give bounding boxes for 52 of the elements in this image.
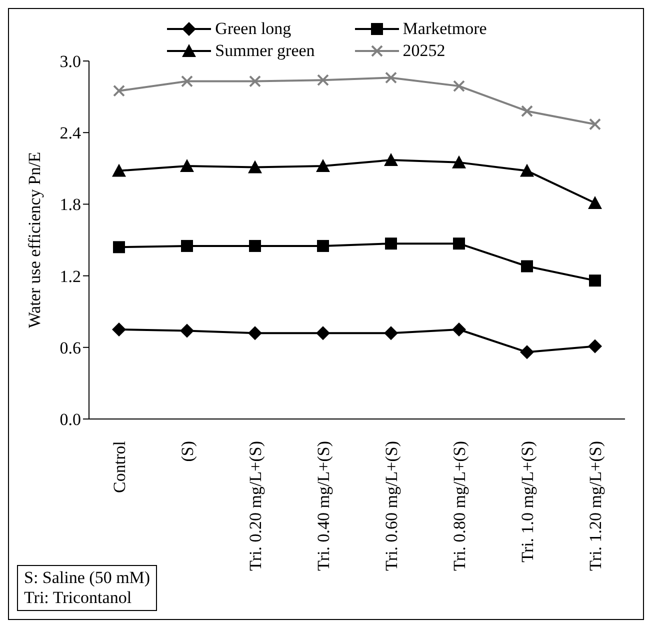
- point: [112, 164, 126, 177]
- point: [452, 322, 466, 336]
- point: [588, 339, 602, 354]
- point: [452, 155, 466, 168]
- legend-label: Marketmore: [402, 19, 487, 39]
- point: [317, 240, 329, 252]
- point: [249, 240, 261, 252]
- point: [589, 274, 601, 287]
- point: [181, 75, 193, 88]
- x-tick-label: Tri. 0.80 mg/L+(S): [450, 441, 469, 571]
- note-box: S: Saline (50 mM) Tri: Tricontanol: [17, 565, 158, 611]
- y-axis-title: Water use efficiency Pn/E: [25, 152, 44, 328]
- y-tick-label: 0.0: [60, 410, 81, 430]
- point: [112, 322, 126, 336]
- x-tick-label: Control: [110, 440, 129, 493]
- y-tick-label: 1.8: [60, 195, 81, 214]
- x-tick-label: Tri. 1.20 mg/L+(S): [586, 441, 605, 571]
- point: [249, 75, 261, 88]
- point: [384, 326, 398, 340]
- x-tick-label: Tri. 1.0 mg/L+(S): [518, 441, 537, 562]
- point: [181, 240, 193, 252]
- y-tick-label: 1.2: [60, 266, 81, 286]
- point: [316, 159, 330, 172]
- point: [589, 118, 601, 130]
- point: [520, 164, 534, 177]
- point: [453, 80, 465, 92]
- point: [248, 326, 262, 340]
- legend-label: Green long: [215, 19, 292, 39]
- y-tick-label: 3.0: [60, 52, 81, 72]
- point: [248, 160, 262, 174]
- x-tick-label: Tri. 0.20 mg/L+(S): [246, 441, 265, 571]
- point: [453, 238, 465, 250]
- x-tick-label: (S): [178, 441, 197, 462]
- x-tick-label: Tri. 0.40 mg/L+(S): [314, 441, 333, 571]
- legend-label: Summer green: [215, 41, 315, 61]
- y-tick-label: 2.4: [60, 124, 82, 143]
- point: [316, 326, 330, 340]
- point: [113, 84, 125, 97]
- point: [180, 159, 194, 172]
- point: [113, 241, 125, 254]
- point: [385, 72, 397, 84]
- point: [384, 153, 398, 166]
- point: [317, 74, 329, 86]
- point: [385, 238, 397, 250]
- point: [520, 345, 534, 360]
- x-tick-label: Tri. 0.60 mg/L+(S): [382, 441, 401, 571]
- y-tick-label: 0.6: [60, 338, 81, 358]
- point: [180, 324, 194, 338]
- legend-label: 20252: [402, 41, 446, 61]
- point: [521, 260, 533, 272]
- point: [588, 196, 602, 210]
- point: [521, 105, 533, 118]
